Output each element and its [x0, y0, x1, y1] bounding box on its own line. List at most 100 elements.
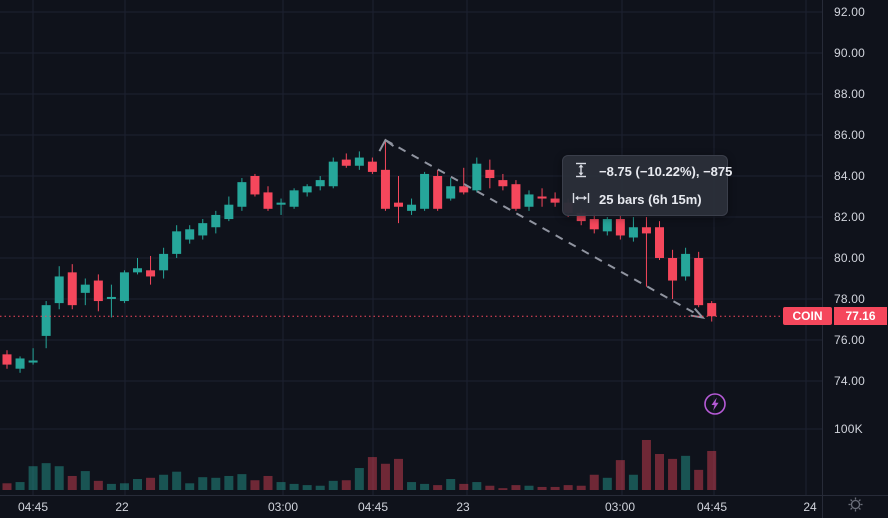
- candle-body: [289, 190, 299, 207]
- time-axis-label: 04:45: [696, 500, 728, 514]
- time-axis-label: 24: [803, 500, 817, 514]
- price-axis-label: 74.00: [834, 374, 866, 388]
- volume-bar: [341, 480, 351, 490]
- candle-body: [511, 184, 521, 209]
- price-axis-label: 86.00: [834, 128, 866, 142]
- candle-body: [224, 204, 234, 220]
- volume-bar: [459, 483, 469, 490]
- candle-body: [380, 169, 390, 209]
- price-axis[interactable]: 92.00 90.00 88.00 86.00 84.00 82.00 80.00 78.00…: [822, 0, 888, 495]
- candle-body: [250, 176, 260, 195]
- gear-icon[interactable]: [848, 497, 863, 517]
- candle-body: [433, 176, 443, 209]
- price-axis-label: 88.00: [834, 87, 866, 101]
- lightning-icon[interactable]: [701, 390, 729, 418]
- volume-bar: [511, 485, 521, 490]
- measure-price-text: −8.75 (−10.22%), −875: [599, 164, 733, 179]
- volume-bar: [211, 477, 221, 490]
- candle-body: [615, 219, 625, 236]
- candle-body: [93, 280, 103, 302]
- candle-body: [133, 268, 142, 273]
- candle-body: [485, 169, 495, 179]
- measure-trendline: [384, 139, 704, 319]
- time-axis-label: 04:45: [357, 500, 389, 514]
- volume-bar: [433, 485, 443, 490]
- measure-bars-row: 25 bars (6h 15m): [572, 190, 717, 209]
- price-axis-label: 90.00: [834, 46, 866, 60]
- volume-bar: [289, 483, 299, 490]
- volume-bar: [394, 458, 403, 490]
- volume-bar: [694, 469, 704, 490]
- volume-bar: [485, 485, 495, 490]
- candle-body: [315, 180, 325, 187]
- volume-bar: [420, 483, 430, 490]
- volume-bar: [524, 485, 534, 490]
- volume-bar: [407, 482, 417, 490]
- candle-body: [67, 272, 77, 306]
- candle-body: [537, 196, 547, 199]
- volume-bar: [655, 454, 664, 490]
- candle-body: [367, 161, 377, 172]
- volume-bar: [159, 474, 169, 490]
- candle-body: [263, 192, 273, 209]
- volume-bar: [668, 458, 678, 490]
- volume-bar: [93, 480, 103, 490]
- candle-body: [668, 258, 678, 281]
- volume-bar: [354, 468, 364, 490]
- volume-bar: [615, 460, 625, 490]
- candlestick-chart-canvas[interactable]: [0, 0, 822, 495]
- volume-bar: [198, 477, 208, 490]
- volume-bar: [498, 488, 508, 490]
- candle-body: [302, 186, 312, 193]
- candle-body: [198, 223, 208, 236]
- candle-body: [2, 354, 12, 365]
- volume-bar: [263, 475, 273, 490]
- symbol-price-tag: COIN 77.16: [783, 307, 887, 325]
- volume-bar: [707, 450, 717, 490]
- price-axis-label: 82.00: [834, 210, 866, 224]
- time-axis-label: 03:00: [267, 500, 299, 514]
- candle-body: [119, 272, 129, 302]
- candle-body: [498, 180, 508, 187]
- volume-bar: [380, 463, 390, 490]
- candle-body: [341, 159, 351, 166]
- candle-body: [694, 258, 704, 306]
- volume-bar: [28, 466, 38, 490]
- price-range-icon: [572, 162, 590, 181]
- volume-bar: [80, 471, 90, 490]
- time-axis-label: 23: [456, 500, 470, 514]
- candle-body: [524, 194, 534, 207]
- axis-settings-corner[interactable]: [822, 495, 888, 518]
- candle-body: [420, 173, 430, 209]
- candle-body: [472, 163, 482, 191]
- volume-bar: [328, 480, 338, 490]
- volume-bar: [185, 483, 195, 490]
- measure-bars-text: 25 bars (6h 15m): [599, 192, 702, 207]
- candle-body: [407, 204, 417, 211]
- candle-body: [641, 227, 651, 234]
- price-axis-label: 80.00: [834, 251, 866, 265]
- volume-bar: [54, 466, 64, 490]
- volume-bar: [641, 439, 651, 490]
- candle-body: [394, 202, 403, 207]
- trendline-arrow-start: [378, 138, 395, 152]
- candle-body: [106, 296, 116, 299]
- symbol-badge: COIN: [783, 307, 832, 325]
- candle-body: [159, 253, 169, 271]
- volume-axis-label: 100K: [834, 422, 863, 436]
- time-axis-label: 04:45: [17, 500, 49, 514]
- measure-tooltip: −8.75 (−10.22%), −875 25 bars (6h 15m): [562, 155, 732, 216]
- volume-bar: [302, 485, 312, 490]
- price-axis-label: 92.00: [834, 5, 866, 19]
- bars-count-icon: [572, 190, 590, 209]
- volume-bar: [367, 457, 377, 490]
- candle-body: [211, 214, 221, 228]
- volume-bar: [537, 486, 547, 490]
- volume-bar: [119, 483, 129, 490]
- volume-bar: [67, 475, 77, 490]
- time-axis[interactable]: 04:45 22 03:00 04:45 23 03:00 04:45 24: [0, 495, 822, 518]
- candle-body: [80, 284, 90, 293]
- volume-bar: [550, 486, 560, 490]
- time-axis-label: 22: [115, 500, 129, 514]
